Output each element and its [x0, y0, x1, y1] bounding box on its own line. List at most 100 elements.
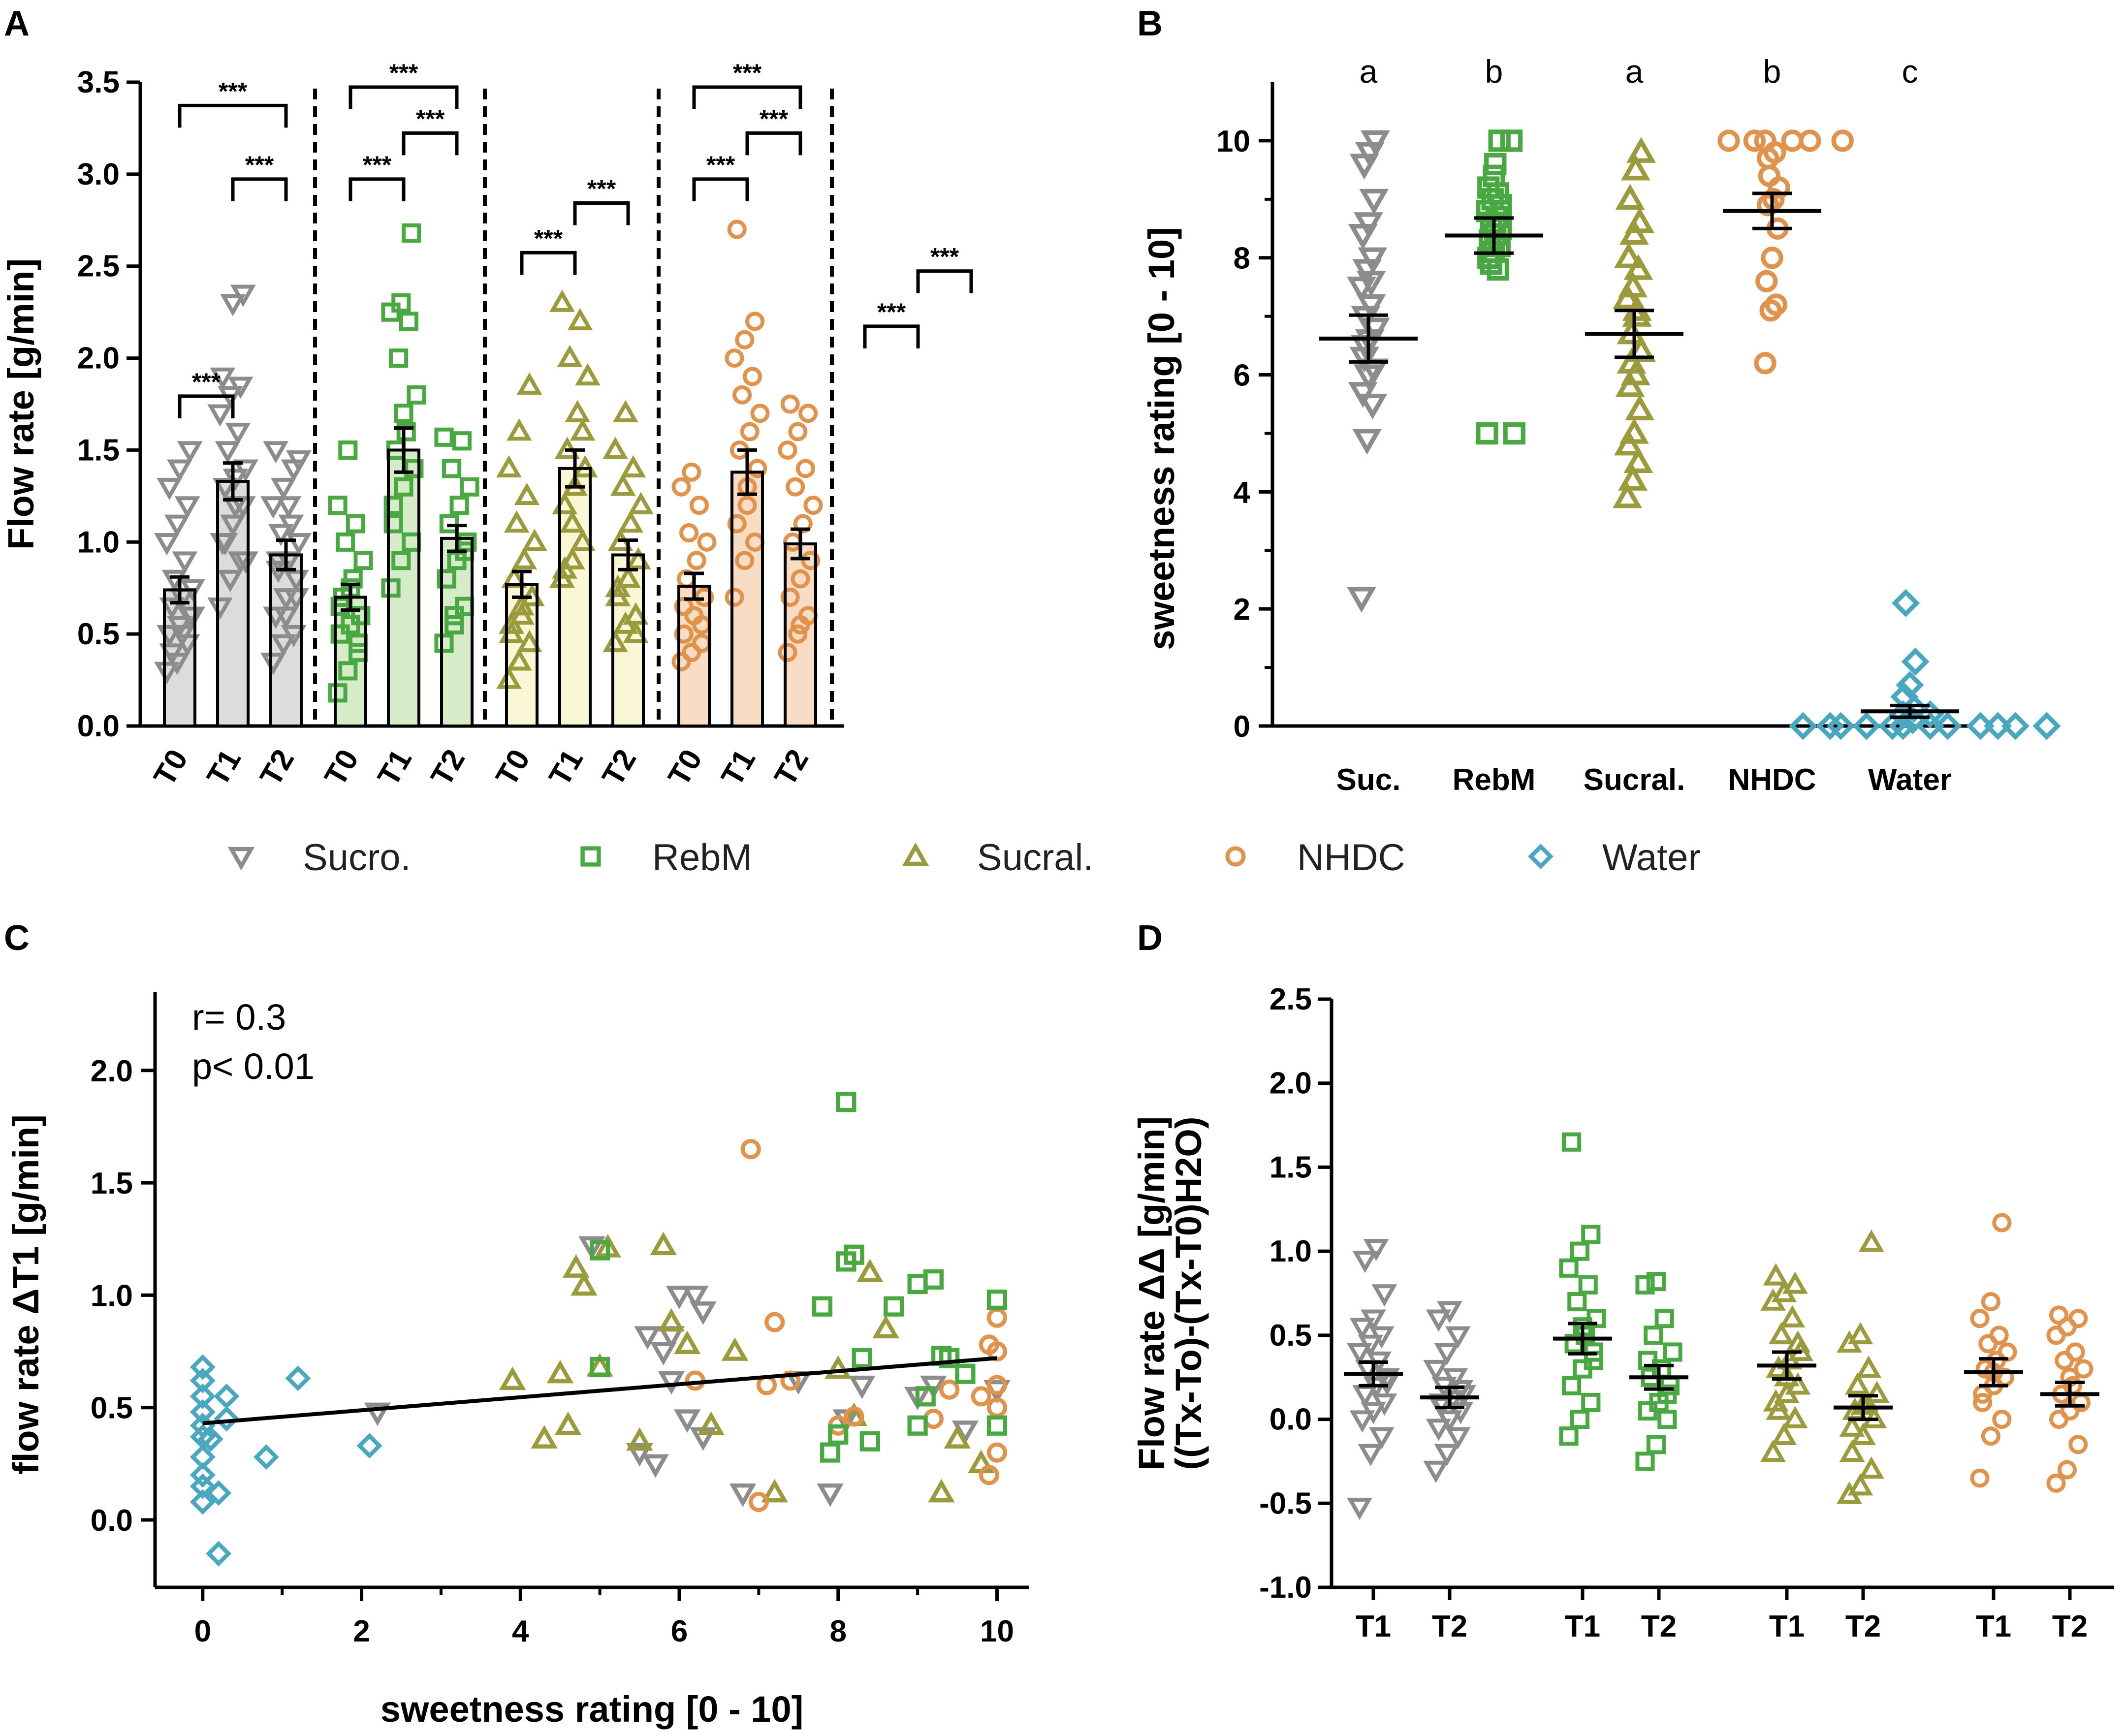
- panel-c-point: [626, 1443, 653, 1467]
- panel-a-point: [674, 624, 694, 644]
- panel-d-point: [2068, 1309, 2088, 1328]
- panel-letter-b: B: [1137, 4, 1163, 43]
- panel-c-point: [852, 1348, 872, 1368]
- panel-d-point: [1839, 1439, 1865, 1462]
- panel-b-point: [1354, 212, 1383, 238]
- panel-c-point: [198, 1426, 223, 1452]
- panel-c-point: [986, 1442, 1008, 1463]
- panel-a-point: [565, 400, 591, 422]
- panel-a-point: [506, 418, 532, 441]
- panel-d-x-tick-label: T1: [1565, 1610, 1600, 1643]
- legend-label-nhdc: NHDC: [1297, 837, 1405, 879]
- panel-a-y-tick-label: 3.5: [77, 65, 120, 99]
- panel-a-significance-bracket: [349, 85, 459, 109]
- panel-d-point: [1567, 1292, 1587, 1312]
- panel-d-y-tick-label: 0.0: [1269, 1403, 1312, 1437]
- panel-b-point: [1347, 587, 1376, 613]
- panel-a-point: [157, 477, 183, 501]
- panel-b-point: [1619, 418, 1649, 444]
- panel-d-point: [1992, 1213, 2012, 1232]
- panel-c-point: [190, 1383, 216, 1409]
- panel-c-point: [986, 1375, 1008, 1395]
- panel-a-point: [278, 514, 304, 537]
- panel-b-group-letter: c: [1902, 53, 1918, 90]
- panel-c-point: [848, 1375, 876, 1399]
- panel-a-point: [687, 551, 706, 570]
- panel-b-point: [1625, 207, 1655, 233]
- panel-a-significance-bracket: [692, 177, 749, 201]
- panel-c-p-value: p< 0.01: [192, 1046, 315, 1087]
- panel-c-point: [986, 1415, 1008, 1436]
- panel-c-point: [682, 1286, 709, 1309]
- panel-b-point: [1789, 712, 1817, 740]
- panel-a-point: [727, 514, 747, 534]
- panel-c-point: [844, 1244, 864, 1265]
- panel-a-significance-bracket: [178, 394, 235, 418]
- panel-c-point: [859, 1431, 880, 1452]
- panel-a-y-tick-label: 0.0: [77, 709, 120, 743]
- panel-c-regression-line: [202, 1356, 997, 1425]
- panel-c-correlation-chart: 0.0 0.5 1.0 1.5 2.0 0 2 4 6 8 10 flow rate ΔT1 [g/m…: [5, 992, 1029, 1730]
- panel-a-point: [383, 495, 403, 515]
- panel-a-point: [394, 477, 413, 497]
- panel-d-point: [1448, 1402, 1474, 1424]
- panel-b-point: [1358, 393, 1388, 420]
- panel-a-point: [735, 330, 755, 349]
- panel-d-point: [1635, 1275, 1655, 1294]
- panel-b-x-tick-label: Suc.: [1336, 763, 1401, 797]
- panel-d-point: [1864, 1381, 1890, 1403]
- panel-b-point: [1356, 271, 1386, 297]
- panel-d-point: [2049, 1305, 2069, 1325]
- panel-c-point: [986, 1289, 1008, 1310]
- panel-a-point: [220, 294, 246, 316]
- panel-a-point: [212, 533, 238, 556]
- panel-b-x-tick-label: RebM: [1453, 763, 1536, 797]
- panel-a-point: [460, 477, 479, 497]
- panel-d-point: [1445, 1427, 1471, 1450]
- panel-a-point: [511, 547, 538, 569]
- panel-a-point: [207, 404, 233, 427]
- panel-c-point: [650, 1342, 677, 1366]
- panel-a-point: [612, 400, 638, 422]
- panel-a-significance-bracket: [745, 131, 802, 156]
- panel-d-point: [1352, 1250, 1378, 1273]
- panel-a-point: [727, 220, 747, 239]
- panel-a-x-tick-label: T2: [424, 744, 472, 791]
- panel-a-significance-bracket: [692, 85, 802, 109]
- panel-a-point: [620, 455, 646, 478]
- panel-b-point: [1717, 129, 1740, 152]
- panel-c-point: [971, 1386, 991, 1407]
- panel-b-y-tick-label: 4: [1234, 475, 1251, 509]
- panel-d-point: [1371, 1284, 1397, 1307]
- panel-a-point: [391, 293, 411, 313]
- panel-a-point: [169, 625, 195, 648]
- panel-b-group-letter: b: [1485, 53, 1503, 90]
- panel-c-y-tick-label: 1.0: [91, 1279, 133, 1313]
- panel-d-point: [1578, 1275, 1598, 1294]
- panel-a-x-tick-label: T2: [768, 744, 815, 791]
- panel-c-y-axis-title: flow rate ΔT1 [g/min]: [5, 1114, 46, 1475]
- panel-d-point: [1663, 1342, 1682, 1362]
- panel-a-point: [260, 496, 286, 519]
- panel-b-point: [1761, 247, 1783, 269]
- panel-a-y-tick-label: 1.0: [77, 525, 120, 559]
- panel-c-point: [836, 1092, 856, 1112]
- panel-b-y-axis-title: sweetness rating [0 - 10]: [1141, 227, 1182, 650]
- panel-a-point: [795, 459, 815, 478]
- panel-a-significance-label: ***: [219, 77, 248, 105]
- panel-d-point: [2068, 1435, 2088, 1454]
- panel-b-group-letter: b: [1763, 53, 1781, 90]
- panel-a-significance-bracket: [349, 177, 406, 201]
- panel-a-point: [682, 462, 701, 482]
- panel-c-point: [729, 1483, 757, 1507]
- panel-d-point: [2071, 1392, 2091, 1412]
- panel-a-point: [159, 643, 185, 666]
- panel-d-point: [1423, 1359, 1449, 1383]
- panel-c-point: [673, 1409, 701, 1433]
- panel-c-point: [828, 1424, 849, 1445]
- panel-d-point: [1782, 1406, 1808, 1428]
- panel-c-y-tick-label: 0.0: [91, 1504, 133, 1538]
- panel-a-point: [748, 459, 767, 478]
- panel-a-bar: [732, 472, 762, 726]
- panel-d-x-tick-label: T2: [1845, 1610, 1881, 1643]
